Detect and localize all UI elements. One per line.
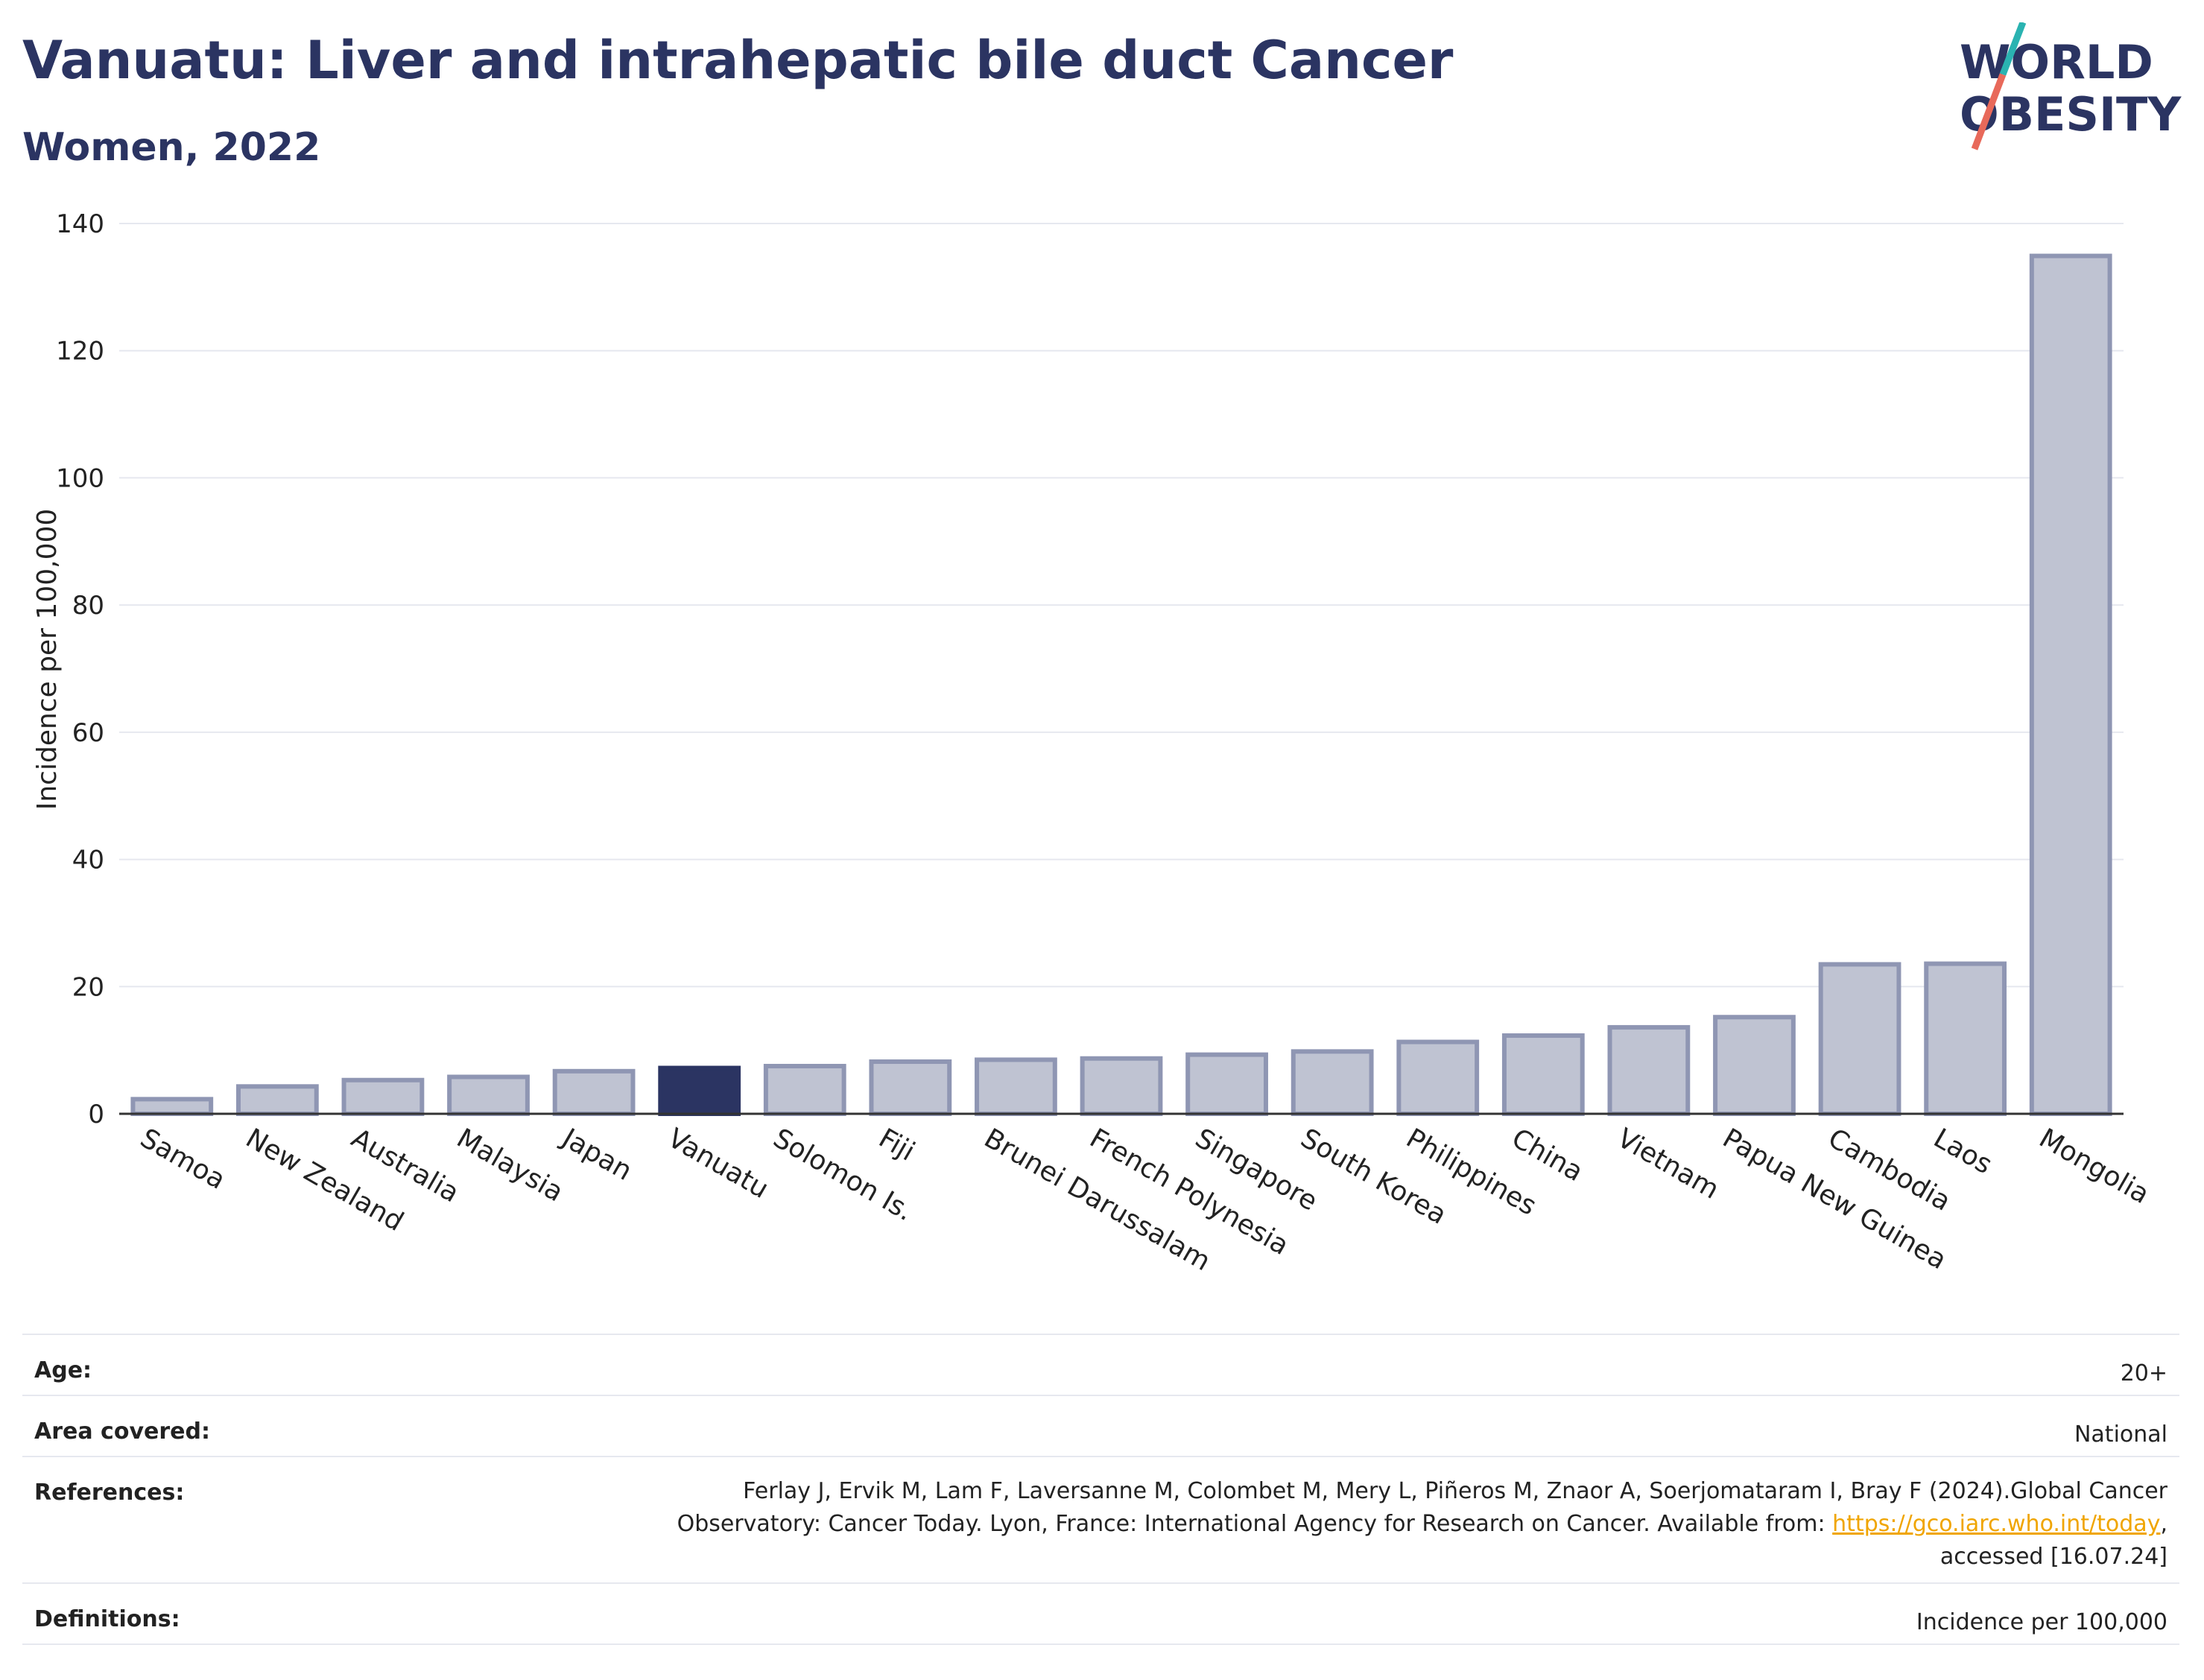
logo-word-world: WORLD (1960, 35, 2153, 89)
bar-philippines (1396, 1039, 1480, 1116)
meta-row-definitions: Definitions: Incidence per 100,000 (22, 1582, 2179, 1645)
area-label: Area covered: (34, 1419, 210, 1445)
x-tick-label: Samoa (135, 1123, 230, 1196)
x-tick-label: Mongolia (2034, 1123, 2155, 1210)
definitions-value: Incidence per 100,000 (1916, 1609, 2167, 1635)
bar-singapore (1185, 1052, 1268, 1116)
y-tick-label: 60 (72, 718, 104, 748)
bar-fiji (869, 1059, 952, 1117)
x-tick-label: Laos (1928, 1123, 1997, 1180)
y-tick-label: 20 (72, 972, 104, 1002)
x-tick-label: Vietnam (1612, 1123, 1723, 1205)
bar-brunei-darussalam (975, 1057, 1057, 1116)
y-tick-label: 140 (56, 209, 104, 239)
x-tick-label: Vanuatu (662, 1123, 773, 1205)
y-tick-label: 80 (72, 591, 104, 621)
logo-slash-teal (1999, 22, 2027, 76)
y-tick-label: 0 (88, 1100, 104, 1129)
bar-china (1501, 1033, 1585, 1117)
age-value: 20+ (2120, 1360, 2167, 1386)
references-line-2: Observatory: Cancer Today. Lyon, France:… (677, 1508, 2167, 1541)
references-label: References: (34, 1480, 185, 1506)
references-line-1: Ferlay J, Ervik M, Lam F, Laversanne M, … (743, 1478, 2167, 1504)
references-value: Ferlay J, Ervik M, Lam F, Laversanne M, … (677, 1475, 2167, 1573)
meta-row-area: Area covered: National (22, 1395, 2179, 1457)
age-label: Age: (34, 1357, 92, 1383)
references-link[interactable]: https://gco.iarc.who.int/today (1832, 1511, 2161, 1537)
chart-title: Vanuatu: Liver and intrahepatic bile duc… (22, 30, 1454, 91)
references-line-3: accessed [16.07.24] (1939, 1544, 2167, 1570)
y-tick-label: 40 (72, 846, 104, 875)
bar-malaysia (447, 1074, 530, 1116)
chart-subtitle: Women, 2022 (22, 125, 321, 170)
bar-vanuatu (658, 1065, 741, 1116)
bar-australia (341, 1077, 425, 1117)
x-tick-label: Malaysia (452, 1123, 569, 1208)
definitions-label: Definitions: (34, 1606, 180, 1632)
area-value: National (2074, 1421, 2167, 1448)
bar-south-korea (1291, 1049, 1374, 1116)
bar-french-polynesia (1080, 1056, 1163, 1116)
bar-solomon-is (763, 1063, 846, 1117)
bar-laos (1924, 961, 2007, 1116)
bar-samoa (130, 1097, 214, 1116)
bar-mongolia (2029, 253, 2112, 1117)
logo-slash-coral (1971, 73, 2007, 150)
y-tick-label: 120 (56, 337, 104, 367)
bar-new-zealand (235, 1084, 319, 1116)
bar-papua-new-guinea (1713, 1015, 1796, 1117)
table-bottom-rule (22, 1643, 2179, 1645)
meta-row-age: Age: 20+ (22, 1334, 2179, 1396)
x-tick-label: Fiji (873, 1123, 919, 1167)
world-obesity-logo: WORLD OBESITY (1960, 22, 2182, 150)
bars-layer (130, 253, 2112, 1117)
bar-vietnam (1607, 1024, 1691, 1117)
y-axis-label: Incidence per 100,000 (32, 509, 63, 811)
bar-japan (552, 1068, 636, 1116)
y-tick-label: 100 (56, 463, 104, 493)
grid-layer (119, 223, 2124, 988)
references-line-2-comma: , (2160, 1511, 2167, 1537)
references-line-2-text: Observatory: Cancer Today. Lyon, France:… (677, 1511, 1833, 1537)
x-tick-label: China (1507, 1123, 1589, 1188)
meta-row-references: References: Ferlay J, Ervik M, Lam F, La… (22, 1456, 2179, 1584)
x-tick-label: Japan (556, 1122, 637, 1187)
bar-cambodia (1818, 962, 1901, 1117)
